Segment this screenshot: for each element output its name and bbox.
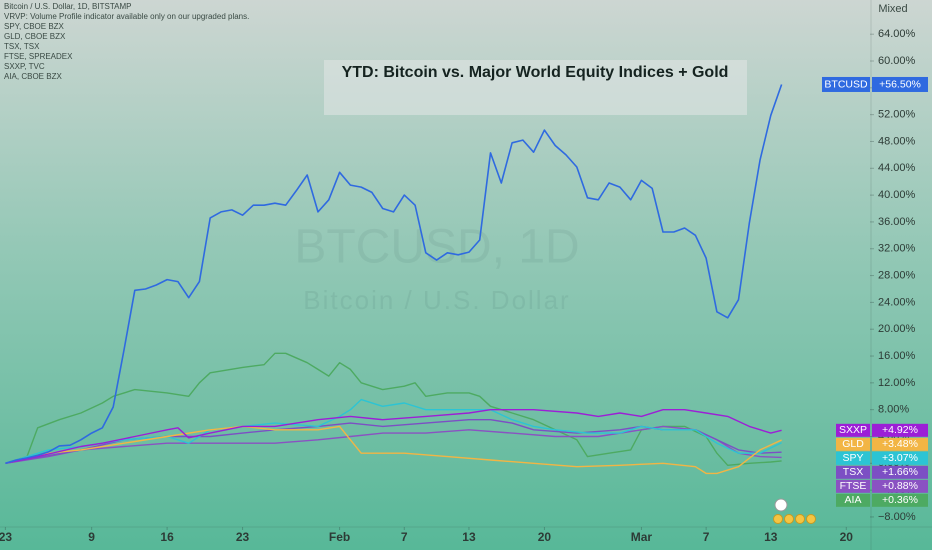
series-line [5, 84, 783, 465]
x-tick-label: 13 [462, 530, 476, 544]
x-tick-label: 7 [703, 530, 710, 544]
header-line: GLD, CBOE BZX [4, 32, 66, 41]
badge-value-bg [872, 76, 928, 92]
header-line: FTSE, SPREADEX [4, 52, 73, 61]
x-tick-label: 7 [401, 530, 408, 544]
badge-value: +3.07% [882, 452, 918, 464]
badge-name: BTCUSD [824, 78, 868, 90]
header-line: Bitcoin / U.S. Dollar, 1D, BITSTAMP [4, 2, 131, 11]
header-line: SPY, CBOE BZX [4, 22, 65, 31]
x-tick-label: Feb [329, 530, 350, 544]
title-box [324, 60, 747, 115]
badge-value: +1.66% [882, 466, 918, 478]
badge-name-bg [836, 451, 870, 465]
y-tick-label: 32.00% [878, 243, 916, 255]
x-tick-label: 9 [88, 530, 95, 544]
badge-name-bg [836, 493, 870, 507]
badge-name: SXXP [839, 424, 867, 436]
badge-name: SPY [842, 452, 863, 464]
watermark-sub: Bitcoin / U.S. Dollar [303, 285, 570, 315]
header-line: AIA, CBOE BZX [4, 72, 62, 81]
y-tick-label: 48.00% [878, 135, 916, 147]
icon [784, 514, 794, 524]
badge-name-bg [836, 479, 870, 493]
watermark: BTCUSD, 1D [294, 221, 579, 274]
x-tick-label: 20 [538, 530, 552, 544]
y-tick-label: 36.00% [878, 216, 916, 228]
header-line: TSX, TSX [4, 42, 40, 51]
badge-value-bg [872, 451, 928, 465]
badge-name-bg [836, 423, 870, 437]
y-tick-label: 40.00% [878, 189, 916, 201]
badge-value: +0.36% [882, 494, 918, 506]
badge-value-bg [872, 437, 928, 451]
y-tick-label: 12.00% [878, 377, 916, 389]
x-tick-label: 23 [0, 530, 12, 544]
icon [774, 498, 788, 512]
series-line [5, 425, 782, 475]
header-line: SXXP, TVC [4, 62, 45, 71]
bottom-icons [773, 498, 816, 524]
x-tick-label: 16 [160, 530, 174, 544]
icon [806, 514, 816, 524]
badge-value-bg [872, 423, 928, 437]
chart-title: YTD: Bitcoin vs. Major World Equity Indi… [342, 64, 729, 81]
x-tick-label: 13 [764, 530, 778, 544]
icon [773, 514, 783, 524]
scale-mode[interactable]: Mixed [878, 3, 907, 15]
badge-value: +0.88% [882, 480, 918, 492]
series-line [5, 398, 782, 464]
y-tick-label: 28.00% [878, 269, 916, 281]
badge-name: TSX [843, 466, 863, 478]
y-tick-label: 8.00% [878, 404, 909, 416]
y-tick-label: 60.00% [878, 55, 916, 67]
x-tick-label: Mar [631, 530, 653, 544]
badge-name-bg [822, 76, 870, 92]
y-tick-label: 24.00% [878, 296, 916, 308]
badge-value-bg [872, 479, 928, 493]
x-tick-label: 20 [840, 530, 854, 544]
badge-name: AIA [845, 494, 862, 506]
x-tick-label: 23 [236, 530, 250, 544]
series-line [5, 409, 782, 464]
badge-name-bg [836, 465, 870, 479]
header-line: VRVP: Volume Profile indicator available… [4, 12, 249, 21]
y-tick-label: 52.00% [878, 109, 916, 121]
badge-name: FTSE [840, 480, 867, 492]
badge-value-bg [872, 465, 928, 479]
y-tick-label: 64.00% [878, 28, 916, 40]
y-tick-label: 16.00% [878, 350, 916, 362]
y-tick-label: 44.00% [878, 162, 916, 174]
badge-value-bg [872, 493, 928, 507]
badge-value: +3.48% [882, 438, 918, 450]
badge-name-bg [836, 437, 870, 451]
badge-name: GLD [842, 438, 864, 450]
badge-value: +4.92% [882, 424, 918, 436]
badge-value: +56.50% [879, 78, 921, 90]
y-tick-label: 20.00% [878, 323, 916, 335]
icon [795, 514, 805, 524]
y-tick-label: −8.00% [878, 511, 916, 523]
